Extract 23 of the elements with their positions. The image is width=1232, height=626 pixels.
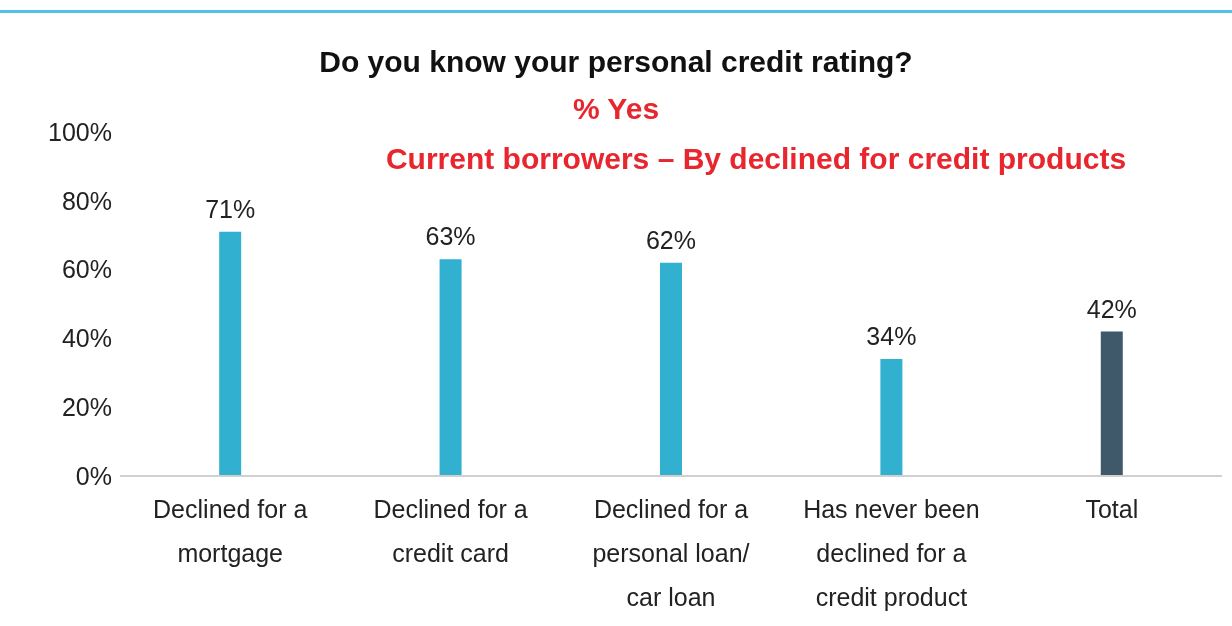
chart-title: Do you know your personal credit rating? — [318, 44, 914, 80]
data-label: 34% — [866, 322, 917, 351]
x-tick-label: Has never been declined for a credit product — [803, 495, 980, 611]
bar — [219, 231, 242, 476]
data-label: 62% — [645, 225, 696, 254]
bar — [1100, 331, 1123, 476]
x-tick-label: Total — [1085, 495, 1139, 523]
data-label: 63% — [425, 222, 476, 251]
x-tick-label: Declined for a credit card — [373, 495, 528, 567]
bar — [439, 259, 462, 476]
bar — [880, 359, 903, 476]
y-tick-label: 40% — [61, 324, 112, 353]
data-label: 42% — [1086, 294, 1137, 323]
y-tick-label: 0% — [75, 461, 112, 490]
chart-subtitle: % Yes Current borrowers – By declined for credit products — [384, 92, 1128, 177]
x-tick-label: Declined for a personal loan/ car loan — [592, 495, 750, 611]
bar — [659, 262, 682, 476]
y-tick-label: 100% — [48, 117, 112, 146]
y-tick-label: 80% — [61, 186, 112, 215]
y-tick-label: 20% — [61, 393, 112, 422]
y-tick-label: 60% — [61, 255, 112, 284]
data-label: 71% — [205, 194, 256, 223]
x-tick-label: Declined for a mortgage — [153, 495, 308, 567]
